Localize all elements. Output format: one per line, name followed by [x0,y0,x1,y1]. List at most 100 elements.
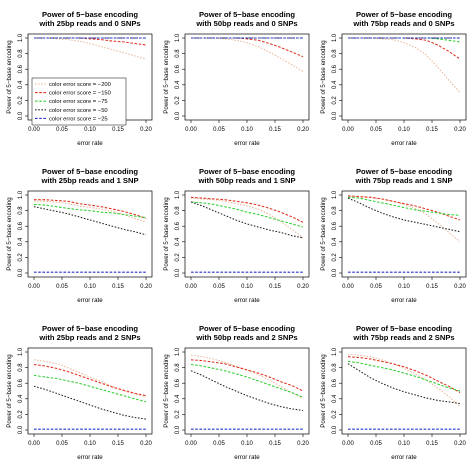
x-tick-label: 0.15 [112,127,124,133]
x-tick-label: 0.00 [342,441,354,447]
y-tick-label: 0.2 [332,96,338,105]
panel-title-line-1: Power of 5−base encoding [42,10,138,19]
x-tick-label: 0.00 [342,284,354,290]
y-tick-label: 0.8 [175,363,181,372]
y-axis-label: Power of 5−base encoding [320,354,327,428]
panel-title-line-2: with 25bp reads and 2 SNPs [38,333,140,342]
x-tick-label: 0.05 [370,284,382,290]
legend-entry: color error score = −200 [49,82,111,88]
series-line-2 [347,195,461,221]
y-tick-label: 1.0 [175,190,181,199]
x-tick-label: 0.20 [140,441,152,447]
y-tick-label: 0.6 [175,64,181,73]
legend-entry: color error score = −25 [49,116,108,122]
y-tick-label: 0.6 [332,378,338,387]
y-tick-label: 0.2 [332,410,338,419]
series-line-2 [33,363,147,397]
plot-frame [27,190,153,278]
legend-entry: color error score = −75 [49,99,108,105]
y-tick-label: 0.0 [175,268,181,277]
panel-title-line-1: Power of 5−base encoding [42,167,138,176]
x-axis-label: error rate [234,454,260,461]
series-line-4 [347,363,461,405]
y-tick-label: 0.2 [18,96,24,105]
y-tick-label: 0.2 [175,410,181,419]
series-line-1 [348,37,461,93]
x-tick-label: 0.15 [269,441,281,447]
y-tick-label: 0.6 [18,221,24,230]
x-tick-label: 0.20 [454,127,466,133]
x-tick-label: 0.05 [370,127,382,133]
x-axis-label: error rate [77,297,103,304]
x-tick-label: 0.00 [28,441,40,447]
y-tick-label: 0.4 [175,80,181,89]
panel-title-line-1: Power of 5−base encoding [199,167,295,176]
x-tick-label: 0.20 [297,441,309,447]
y-tick-label: 0.2 [175,96,181,105]
plot-frame [27,347,153,435]
x-tick-label: 0.05 [370,441,382,447]
series-line-3 [190,363,304,398]
x-axis-label: error rate [391,297,417,304]
y-tick-label: 0.0 [18,268,24,277]
panel-title-line-2: with 75bp reads and 1 SNP [354,176,452,185]
legend-entry: color error score = −150 [49,91,111,97]
y-tick-label: 0.4 [18,80,24,89]
y-tick-label: 0.6 [332,64,338,73]
series-line-2 [347,356,461,394]
y-tick-label: 0.4 [18,394,24,403]
series-line-4 [33,385,147,420]
y-tick-label: 0.8 [332,206,338,215]
panel-title-line-2: with 75bp reads and 0 SNPs [352,19,454,28]
y-tick-label: 1.0 [332,33,338,42]
y-axis-label: Power of 5−base encoding [320,40,327,114]
series-line-3 [348,37,461,43]
series-line-2 [191,37,304,58]
y-tick-label: 0.8 [332,49,338,58]
x-tick-label: 0.20 [140,127,152,133]
panel-title-line-2: with 75bp reads and 2 SNPs [352,333,454,342]
y-axis-label: Power of 5−base encoding [163,197,170,271]
series-line-2 [34,199,147,219]
x-tick-label: 0.15 [426,284,438,290]
x-axis-label: error rate [77,140,103,147]
y-tick-label: 0.2 [175,253,181,262]
x-tick-label: 0.20 [454,441,466,447]
y-tick-label: 0.8 [18,363,24,372]
panel-title-line-2: with 25bp reads and 1 SNP [40,176,138,185]
series-line-2 [190,359,304,392]
legend-box [31,77,127,126]
series-line-1 [33,359,147,398]
series-line-4 [190,201,304,239]
y-tick-label: 1.0 [175,347,181,356]
x-tick-label: 0.10 [84,441,96,447]
y-tick-label: 0.8 [332,363,338,372]
x-tick-label: 0.05 [213,441,225,447]
x-tick-label: 0.05 [213,284,225,290]
y-tick-label: 1.0 [332,190,338,199]
series-line-3 [33,374,147,403]
x-tick-label: 0.20 [454,284,466,290]
panel-3: Power of 5−base encoding with 75bp reads … [320,10,466,147]
series-line-1 [190,354,304,400]
y-tick-label: 0.6 [18,64,24,73]
x-tick-label: 0.10 [398,441,410,447]
x-tick-label: 0.05 [56,284,68,290]
x-tick-label: 0.00 [28,127,40,133]
y-tick-label: 0.0 [18,111,24,120]
panel-title-line-1: Power of 5−base encoding [199,10,295,19]
y-axis-label: Power of 5−base encoding [163,40,170,114]
y-tick-label: 0.0 [175,111,181,120]
x-tick-label: 0.10 [241,127,253,133]
y-tick-label: 0.0 [332,111,338,120]
y-tick-label: 0.2 [18,410,24,419]
x-tick-label: 0.15 [426,441,438,447]
